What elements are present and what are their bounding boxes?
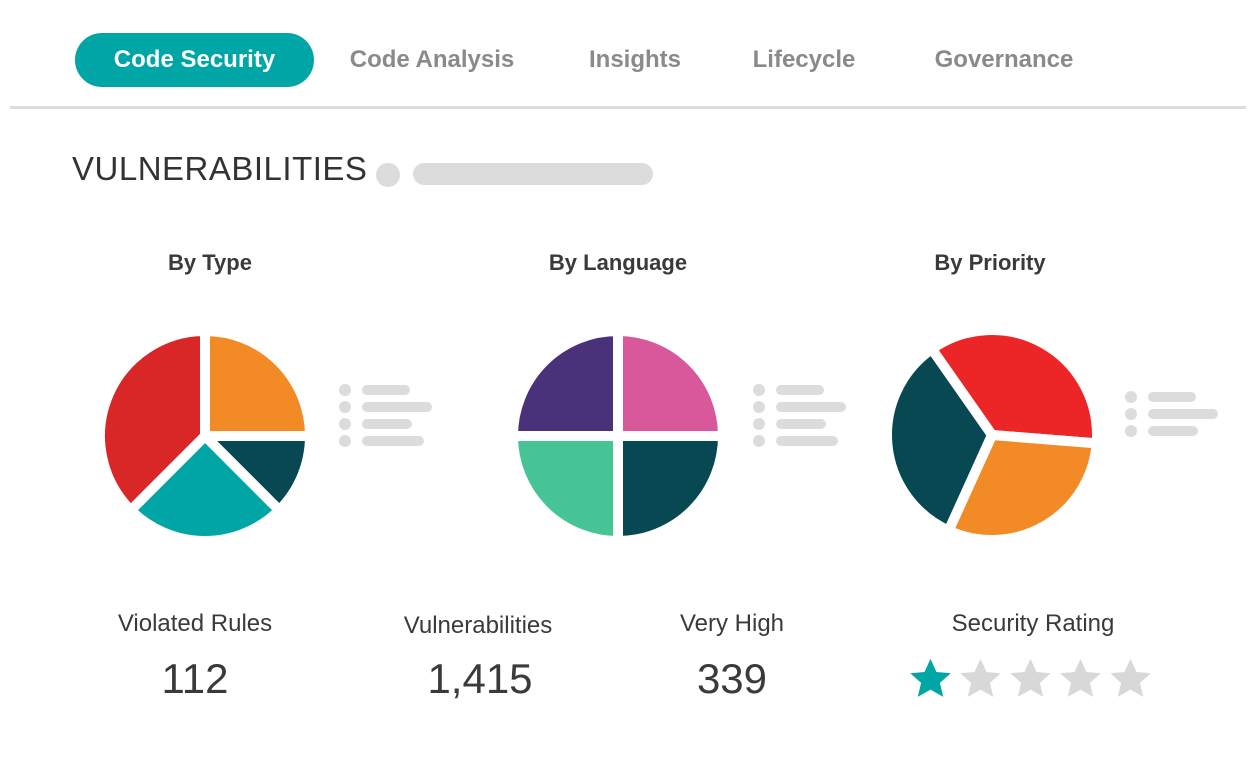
chart-title-by-type: By Type: [168, 250, 252, 275]
tab-lifecycle[interactable]: Lifecycle: [752, 46, 856, 73]
legend-dot-placeholder: [1125, 391, 1137, 403]
tab-divider: [10, 106, 1246, 109]
security-rating-stars: [908, 656, 1153, 701]
legend-text-placeholder: [362, 402, 432, 412]
pie-slice: [508, 431, 623, 546]
legend-dot-placeholder: [339, 384, 351, 396]
star-empty-icon: [1110, 658, 1151, 697]
pie-slice: [926, 325, 1102, 449]
vulnerabilities-value: 1,415: [427, 655, 533, 702]
star-empty-icon: [1010, 658, 1051, 697]
pie-slice: [125, 431, 285, 546]
legend-text-placeholder: [776, 385, 824, 395]
legend-text-placeholder: [1148, 426, 1198, 436]
section-title: VULNERABILITIES: [72, 150, 368, 187]
star-empty-icon: [960, 658, 1001, 697]
legend-text-placeholder: [776, 402, 846, 412]
tab-code-analysis[interactable]: Code Analysis: [349, 46, 515, 73]
legend-dot-placeholder: [339, 418, 351, 430]
legend-text-placeholder: [1148, 409, 1218, 419]
security-rating-label: Security Rating: [951, 610, 1115, 637]
very-high-value: 339: [696, 655, 768, 702]
legend-text-placeholder: [776, 419, 826, 429]
chart-title-by-priority: By Priority: [934, 250, 1046, 275]
pie-slice: [200, 326, 315, 441]
placeholder-dot: [376, 163, 400, 187]
legend-dot-placeholder: [753, 384, 765, 396]
chart-title-by-language: By Language: [548, 250, 688, 275]
tab-insights[interactable]: Insights: [588, 46, 681, 73]
pie-slice: [508, 326, 623, 441]
legend-dot-placeholder: [753, 401, 765, 413]
legend-text-placeholder: [362, 436, 424, 446]
legend-text-placeholder: [362, 385, 410, 395]
star-empty-icon: [1060, 658, 1101, 697]
pie-chart-by-priority: [882, 325, 1218, 545]
star-filled-icon: [910, 658, 951, 697]
violated-rules-value: 112: [161, 655, 229, 702]
tab-governance[interactable]: Governance: [934, 46, 1074, 73]
pie-slice: [882, 343, 997, 536]
pie-chart-by-language: [508, 326, 846, 546]
pie-slice: [613, 431, 728, 546]
legend-dot-placeholder: [339, 435, 351, 447]
legend-dot-placeholder: [1125, 425, 1137, 437]
placeholder-bar: [413, 163, 653, 185]
legend-text-placeholder: [776, 436, 838, 446]
legend-dot-placeholder: [339, 401, 351, 413]
pie-slice: [943, 430, 1102, 545]
pie-slice: [95, 326, 210, 516]
legend-text-placeholder: [362, 419, 412, 429]
tab-code-security[interactable]: Code Security: [75, 33, 314, 87]
pie-slice: [613, 326, 728, 441]
legend-dot-placeholder: [753, 418, 765, 430]
pie-chart-by-type: [95, 326, 432, 546]
legend-text-placeholder: [1148, 392, 1196, 402]
very-high-label: Very High: [679, 610, 785, 637]
violated-rules-label: Violated Rules: [117, 610, 273, 637]
legend-dot-placeholder: [1125, 408, 1137, 420]
vulnerabilities-label: Vulnerabilities: [403, 612, 553, 639]
legend-dot-placeholder: [753, 435, 765, 447]
